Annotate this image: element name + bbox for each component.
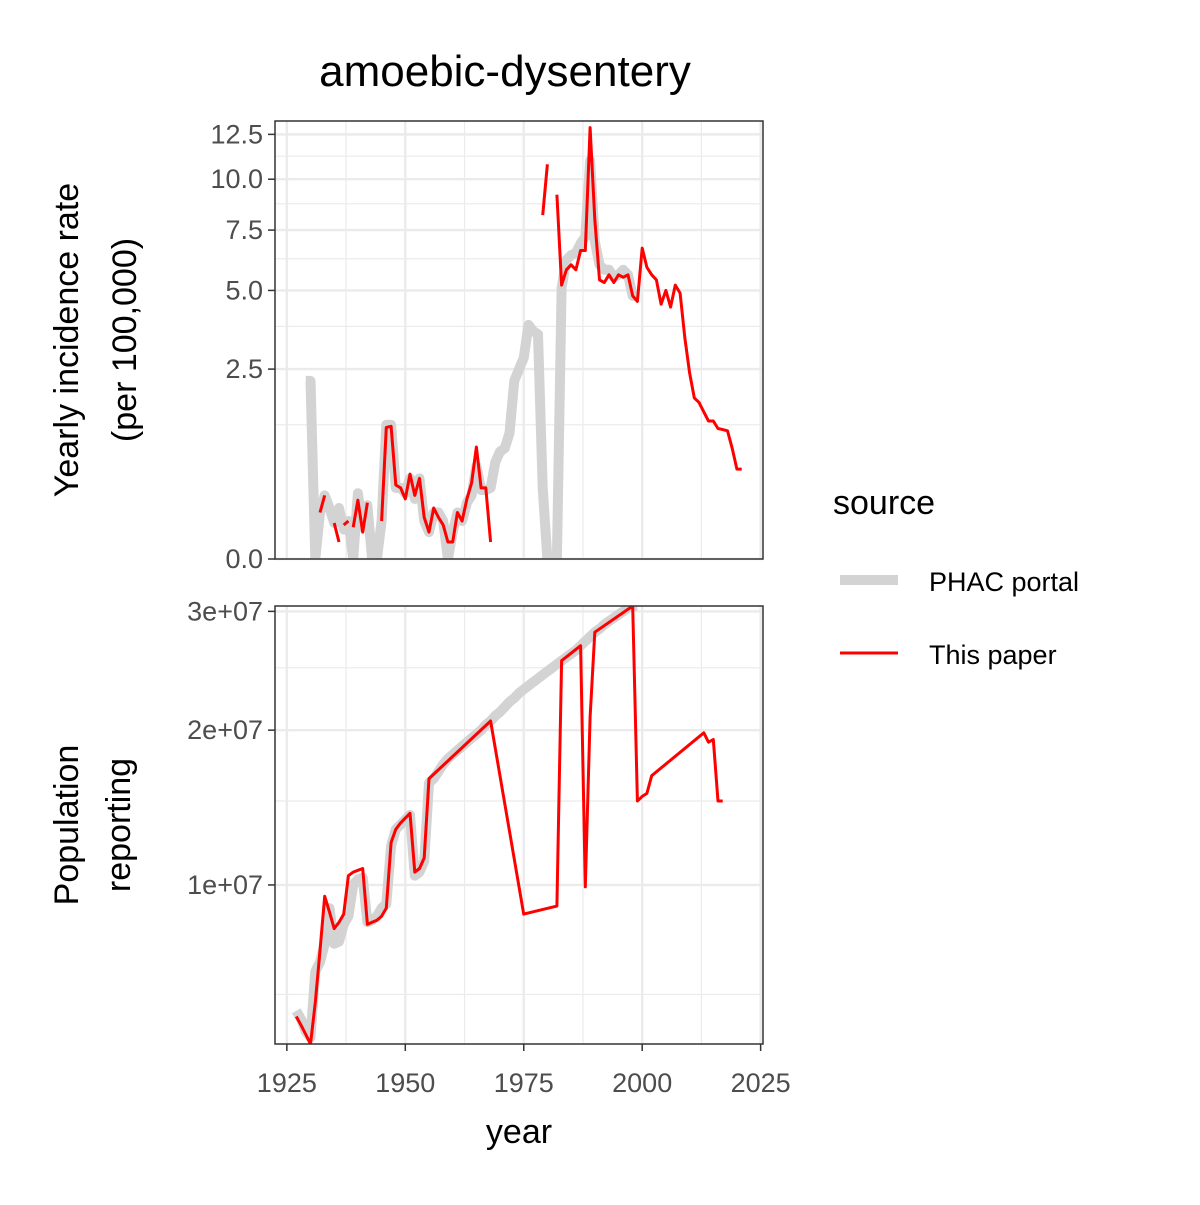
y-axis-title-population: Population reporting (48, 745, 138, 906)
panel-population-background (275, 606, 763, 1044)
panel-population-lines (291, 606, 723, 1044)
panel-population-grid (275, 606, 763, 1044)
panel-incidence: 0.0 2.5 5.0 7.5 10.0 12.5 (210, 119, 764, 574)
series-line-this-paper (294, 606, 723, 1044)
y-tick-label: 2.5 (225, 354, 263, 384)
y-tick-label: 12.5 (210, 119, 263, 149)
panel-population: 1e+07 2e+07 3e+07 (187, 596, 764, 1045)
legend-label-phac-portal: PHAC portal (929, 567, 1079, 597)
y-axis-title-population-line-2: reporting (100, 758, 138, 892)
panel-population-border (274, 605, 764, 1045)
legend-title: source (833, 484, 935, 522)
panel-incidence-border (274, 120, 764, 560)
x-tick-label: 1950 (375, 1068, 435, 1098)
x-tick-label: 1975 (494, 1068, 554, 1098)
x-tick-label: 2000 (612, 1068, 672, 1098)
legend: source PHAC portal This paper (833, 484, 1079, 670)
x-axis: 1925 1950 1975 2000 2025 (257, 1044, 791, 1098)
y-axis-title-incidence: Yearly incidence rate (per 100,000) (48, 183, 144, 497)
x-axis-title: year (486, 1113, 552, 1151)
series-line-this-paper (380, 424, 493, 544)
y-tick-label: 1e+07 (187, 870, 263, 900)
series-line-this-paper (318, 495, 327, 513)
y-tick-label: 0.0 (225, 544, 263, 574)
y-axis-title-population-line-1: Population (48, 745, 86, 906)
y-tick-label: 7.5 (225, 215, 263, 245)
y-tick-label: 2e+07 (187, 715, 263, 745)
series-line-this-paper (332, 522, 341, 543)
panel-incidence-background (275, 121, 763, 559)
panel-incidence-y-axis: 0.0 2.5 5.0 7.5 10.0 12.5 (210, 119, 275, 574)
chart-title: amoebic-dysentery (319, 47, 691, 96)
x-tick-label: 1925 (257, 1068, 317, 1098)
y-axis-title-incidence-line-2: (per 100,000) (106, 238, 144, 442)
y-tick-label: 10.0 (210, 164, 263, 194)
series-line-this-paper (342, 519, 350, 527)
x-tick-label: 2025 (731, 1068, 791, 1098)
series-line-this-paper (351, 498, 369, 534)
panel-population-y-axis: 1e+07 2e+07 3e+07 (187, 596, 275, 900)
panel-incidence-lines (305, 126, 742, 559)
series-line-this-paper (541, 164, 549, 216)
y-tick-label: 3e+07 (187, 596, 263, 626)
y-axis-title-incidence-line-1: Yearly incidence rate (48, 183, 86, 497)
series-line-this-paper (555, 126, 742, 471)
legend-label-this-paper: This paper (929, 640, 1057, 670)
y-tick-label: 5.0 (225, 275, 263, 305)
